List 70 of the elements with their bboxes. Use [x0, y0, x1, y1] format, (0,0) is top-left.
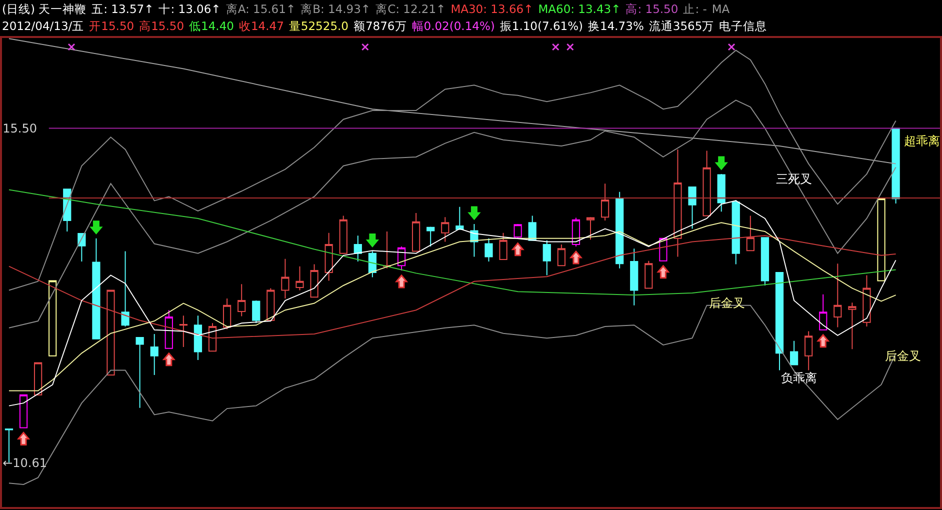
candlestick [688, 186, 696, 230]
candlestick [150, 334, 158, 376]
candlestick [848, 302, 856, 350]
candlestick [586, 216, 595, 240]
candlestick [616, 191, 624, 269]
candlestick [296, 266, 304, 291]
candlestick [266, 288, 275, 321]
candlestick [557, 244, 566, 266]
chart-title: (日线) 天一神鞭 五: 13.57↑ 十: 13.06↑ 离A: 15.61↑ 离B: 14.93↑ 离C: 12.21↑ MA30: 13.66↑ MA60: 13.43↑ 高: 15.50 止: - MA [2, 2, 730, 16]
line-series [8, 235, 896, 339]
text: 超乖离 [904, 134, 940, 148]
candlestick [34, 362, 42, 396]
candlestick [426, 226, 435, 248]
candlestick [499, 232, 508, 260]
candlestick [834, 263, 842, 328]
candlestick [746, 215, 754, 252]
candlestick [354, 235, 362, 262]
y-tick-label: ←10.61 [2, 456, 48, 470]
annotation: 后金叉 [885, 349, 921, 363]
candlestick [659, 238, 668, 262]
candlestick [48, 280, 57, 356]
line-series [8, 222, 896, 392]
candlestick [732, 200, 740, 265]
candlestick [164, 310, 173, 349]
candlestick [106, 290, 115, 376]
annotation: 三死叉 [776, 172, 812, 186]
candlestick [179, 315, 188, 348]
candlestick [819, 294, 828, 330]
candlestick [877, 198, 886, 282]
candlestick [222, 298, 232, 330]
annotation: 后金叉 [709, 296, 745, 310]
candlestick [674, 148, 682, 258]
line-series [8, 200, 896, 406]
candlestick [702, 150, 711, 216]
candlestick [441, 216, 450, 242]
candlestick [775, 272, 784, 371]
candlestick [194, 315, 202, 361]
candlestick [324, 232, 333, 282]
candlestick [528, 215, 536, 241]
candlestick [397, 246, 406, 271]
candlestick [572, 217, 580, 248]
candlestick [281, 258, 290, 299]
candlestick [382, 230, 392, 269]
text: 2012/04/13/五 开15.50 高15.50 低14.40 收14.47 量52525.0 额7876万 幅0.02(0.14%) 振1.10(7.61%) 换14.73% 流通3565万 电子信息 [2, 19, 768, 33]
candlestick [484, 238, 493, 262]
candlestick [238, 284, 246, 317]
candlestick [208, 322, 217, 352]
candlestick [644, 260, 653, 289]
annotation: 负乖离 [781, 371, 817, 385]
candlestick [19, 394, 28, 428]
candlestick [790, 340, 798, 366]
candlestick [412, 212, 420, 252]
candlestick [760, 237, 770, 286]
candlestick [514, 223, 522, 239]
candlestick [121, 250, 130, 328]
candlestick [804, 330, 813, 371]
candlestick [630, 248, 638, 306]
candlestick [717, 174, 726, 212]
candlestick [310, 264, 318, 298]
candlestick [862, 274, 871, 328]
candlestick [542, 240, 551, 276]
candlestick [456, 206, 464, 230]
line-series [8, 189, 896, 296]
candlestick [600, 183, 610, 222]
candlestick [339, 215, 348, 254]
candlestick [252, 300, 260, 324]
candlestick [892, 128, 900, 204]
candlestick [136, 336, 144, 408]
y-tick-label: 15.50 [2, 121, 37, 136]
candlestick [92, 238, 100, 340]
